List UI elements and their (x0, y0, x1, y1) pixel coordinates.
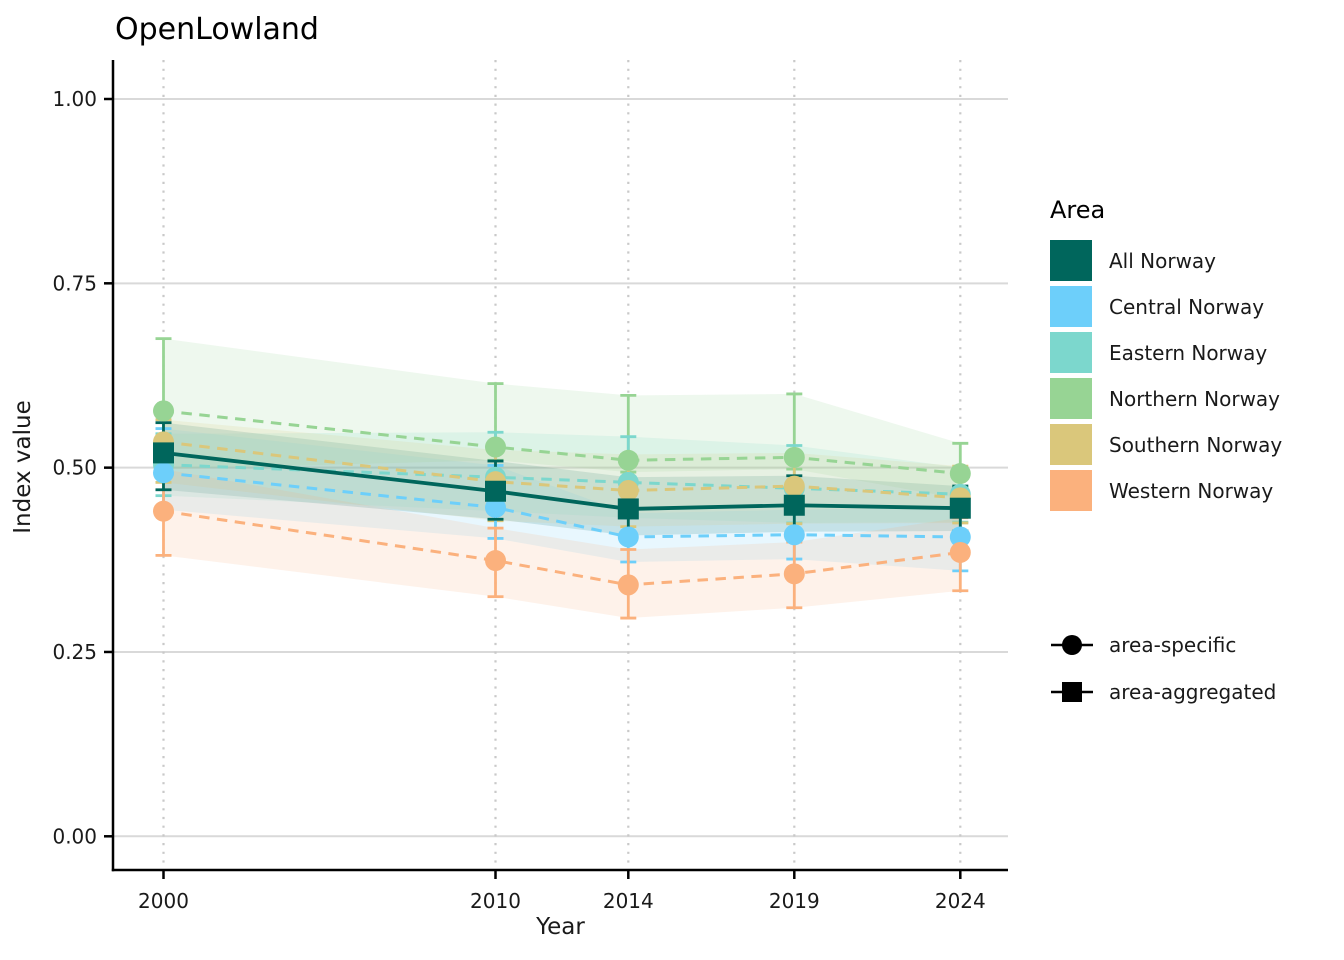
shape-legend-label: area-aggregated (1109, 680, 1277, 704)
square-marker-icon (1051, 682, 1093, 702)
x-axis-label: Year (536, 914, 585, 940)
legend-item-label: Central Norway (1109, 294, 1265, 319)
legend-items: All Norway Central Norway Eastern Norway No… (1050, 240, 1342, 511)
legend-item: All Norway (1050, 240, 1342, 281)
data-point-circle (485, 436, 506, 458)
x-tick-label: 2010 (470, 889, 521, 913)
confidence-ribbon (163, 419, 961, 527)
data-point-circle (783, 524, 805, 546)
y-axis-label: Index value (10, 400, 36, 534)
confidence-ribbon (163, 432, 961, 523)
y-tick-label: 0.25 (52, 640, 97, 664)
data-point-circle (617, 449, 639, 471)
legend-item-label: Southern Norway (1109, 432, 1283, 457)
legend-color-swatch (1050, 332, 1092, 373)
circle-marker-icon (1051, 635, 1093, 655)
legend-item-label: Northern Norway (1109, 386, 1281, 411)
data-point-circle (949, 463, 971, 485)
legend-color-swatch (1050, 378, 1092, 419)
data-point-circle (485, 496, 506, 518)
data-point-square (617, 498, 639, 520)
data-point-circle (153, 400, 174, 422)
data-point-circle (783, 475, 805, 497)
y-tick-label: 0.50 (52, 456, 97, 480)
legend-item: Northern Norway (1050, 378, 1342, 419)
trend-line-dashed (163, 440, 961, 500)
x-tick-label: 2024 (935, 889, 986, 913)
legend-item: Southern Norway (1050, 424, 1342, 465)
color-legend: Area All Norway Central Norway Eastern Nor… (1050, 196, 1342, 516)
data-point-square (949, 497, 971, 519)
data-point-circle (783, 446, 805, 468)
legend-item-label: Eastern Norway (1109, 340, 1268, 365)
data-point-circle (949, 526, 971, 548)
trend-line-dashed (163, 409, 961, 476)
x-tick-label: 2014 (603, 889, 654, 913)
data-point-circle (617, 574, 639, 596)
shape-legend-items: area-specific area-aggregated (1050, 632, 1342, 705)
legend-color-swatch (1050, 240, 1092, 281)
data-point-circle (617, 480, 639, 502)
legend-color-swatch (1050, 286, 1092, 327)
legend-item-label: All Norway (1109, 248, 1217, 273)
data-point-square (783, 494, 805, 516)
shape-legend: area-specific area-aggregated (1050, 632, 1342, 726)
data-point-square (485, 480, 506, 502)
shape-legend-item: area-aggregated (1050, 679, 1342, 705)
data-point-circle (617, 526, 639, 548)
confidence-ribbon (163, 469, 961, 619)
legend-item: Eastern Norway (1050, 332, 1342, 373)
y-tick-label: 1.00 (52, 87, 97, 111)
legend-item: Central Norway (1050, 286, 1342, 327)
legend-item-label: Western Norway (1109, 478, 1274, 503)
chart-title: OpenLowland (115, 12, 319, 47)
y-tick-label: 0.00 (52, 824, 97, 848)
legend-item: Western Norway (1050, 470, 1342, 511)
legend-color-swatch (1050, 470, 1092, 511)
legend-color-swatch (1050, 424, 1092, 465)
x-tick-label: 2019 (769, 889, 820, 913)
data-point-circle (153, 462, 174, 484)
data-point-circle (153, 500, 174, 522)
data-point-circle (949, 541, 971, 563)
legend-title: Area (1050, 196, 1106, 224)
data-point-circle (485, 550, 506, 572)
data-point-square (153, 442, 174, 464)
x-tick-label: 2000 (138, 889, 189, 913)
data-point-circle (783, 563, 805, 585)
y-tick-label: 0.75 (52, 271, 97, 295)
shape-legend-label: area-specific (1109, 633, 1237, 657)
shape-legend-item: area-specific (1050, 632, 1342, 658)
